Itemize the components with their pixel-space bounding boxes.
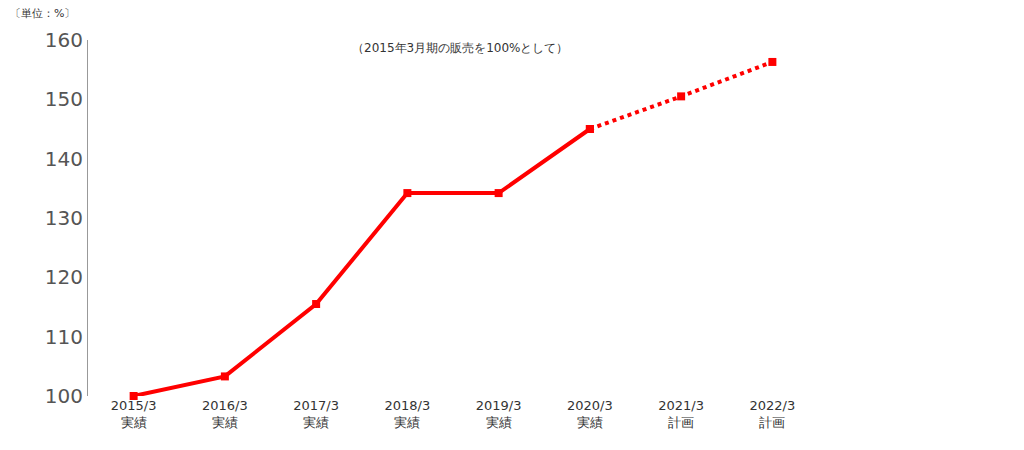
svg-text:100: 100 <box>45 384 83 408</box>
svg-text:2016/3実績: 2016/3実績 <box>202 398 248 430</box>
svg-text:（2015年3月期の販売を100%として）: （2015年3月期の販売を100%として） <box>352 41 568 55</box>
svg-text:2017/3実績: 2017/3実績 <box>293 398 339 430</box>
svg-text:110: 110 <box>45 325 83 349</box>
svg-text:120: 120 <box>45 265 83 289</box>
svg-text:〔単位：%〕: 〔単位：%〕 <box>10 7 75 20</box>
svg-text:130: 130 <box>45 206 83 230</box>
svg-text:2020/3実績: 2020/3実績 <box>567 398 613 430</box>
svg-text:2018/3実績: 2018/3実績 <box>385 398 431 430</box>
svg-text:2021/3計画: 2021/3計画 <box>658 398 704 430</box>
svg-text:150: 150 <box>45 87 83 111</box>
svg-text:2019/3実績: 2019/3実績 <box>476 398 522 430</box>
svg-text:140: 140 <box>45 147 83 171</box>
svg-text:2022/3計画: 2022/3計画 <box>750 398 796 430</box>
svg-text:160: 160 <box>45 28 83 52</box>
svg-text:2015/3実績: 2015/3実績 <box>111 398 157 430</box>
